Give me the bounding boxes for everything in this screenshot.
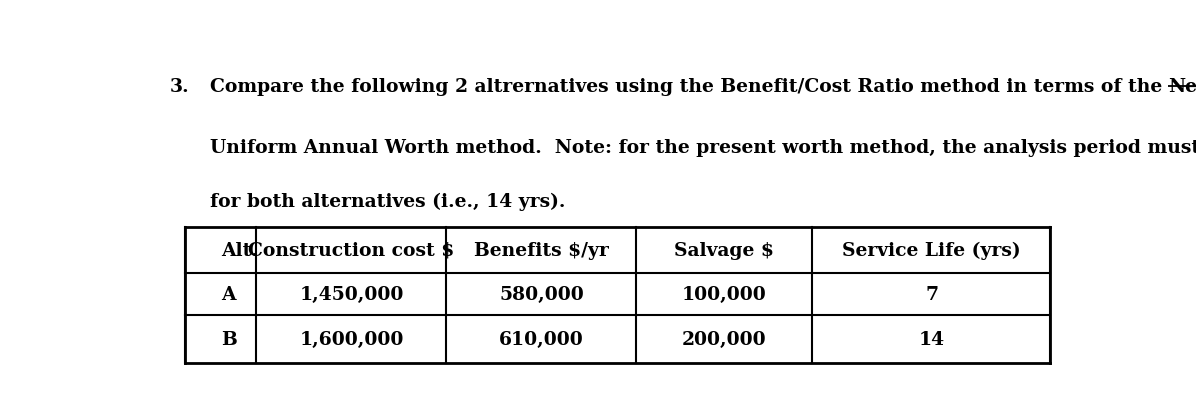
Text: for both alternatives (i.e., 14 yrs).: for both alternatives (i.e., 14 yrs). <box>209 192 566 211</box>
Text: Alt.: Alt. <box>221 241 258 259</box>
Text: 610,000: 610,000 <box>499 330 584 348</box>
Text: 580,000: 580,000 <box>499 285 584 304</box>
Text: 3.: 3. <box>170 78 189 96</box>
Text: 14: 14 <box>919 330 945 348</box>
Text: Construction cost $: Construction cost $ <box>249 241 454 259</box>
Text: Uniform Annual Worth method.  Note: for the present worth method, the analysis p: Uniform Annual Worth method. Note: for t… <box>209 139 1196 157</box>
Text: 100,000: 100,000 <box>682 285 767 304</box>
Text: Benefits $/yr: Benefits $/yr <box>474 241 609 259</box>
Text: Compare the following 2 altrernatives using the Benefit/Cost Ratio method in ter: Compare the following 2 altrernatives us… <box>209 78 1168 96</box>
Text: Service Life (yrs): Service Life (yrs) <box>842 241 1021 259</box>
Text: 7: 7 <box>926 285 939 304</box>
Text: 200,000: 200,000 <box>682 330 767 348</box>
Text: 1,600,000: 1,600,000 <box>299 330 404 348</box>
Text: A: A <box>221 285 236 304</box>
Text: Net: Net <box>1168 78 1196 96</box>
Text: Salvage $: Salvage $ <box>675 241 774 259</box>
Text: B: B <box>221 330 237 348</box>
Text: 1,450,000: 1,450,000 <box>299 285 404 304</box>
